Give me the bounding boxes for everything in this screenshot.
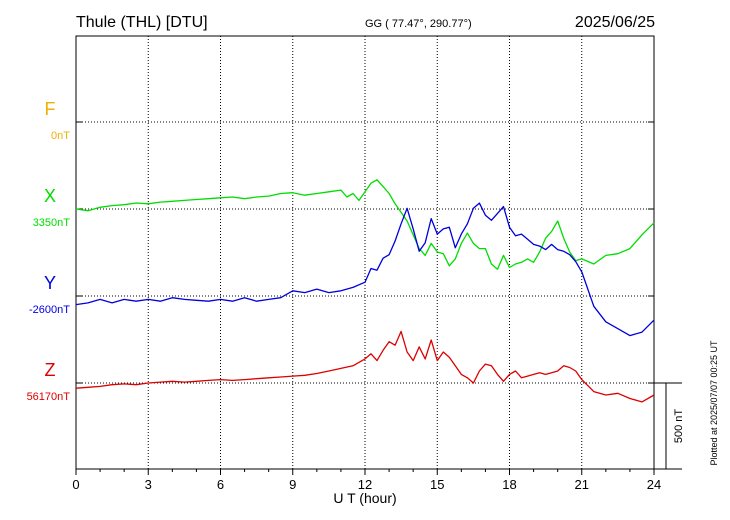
series-name-x: X xyxy=(44,186,56,206)
x-tick-label: 3 xyxy=(145,477,152,492)
series-labels: F 0nT X 3350nT Y -2600nT Z 56170nT xyxy=(27,99,71,403)
x-tick-label: 12 xyxy=(358,477,372,492)
series-baseline-y: -2600nT xyxy=(29,304,70,316)
series-line-y xyxy=(75,202,655,337)
x-tick-label: 6 xyxy=(217,477,224,492)
scale-bar-label: 500 nT xyxy=(673,409,685,444)
series-name-y: Y xyxy=(44,273,56,293)
x-tick-label: 0 xyxy=(72,477,79,492)
series-name-f: F xyxy=(45,99,56,119)
series-baseline-x: 3350nT xyxy=(33,217,71,229)
series-line-x xyxy=(75,179,655,270)
x-tick-label: 24 xyxy=(647,477,661,492)
series-group xyxy=(75,179,655,403)
series-baseline-f: 0nT xyxy=(51,130,70,142)
station-title: Thule (THL) [DTU] xyxy=(76,14,208,31)
series-line-z xyxy=(75,330,655,403)
x-ticks: 0 3 6 9 12 15 18 21 24 xyxy=(72,469,661,492)
x-tick-label: 18 xyxy=(502,477,516,492)
station-coords: GG ( 77.47°, 290.77°) xyxy=(365,18,472,30)
series-baseline-z: 56170nT xyxy=(27,391,71,403)
scale-bar: 500 nT xyxy=(654,382,685,470)
x-tick-label: 9 xyxy=(289,477,296,492)
x-tick-label: 21 xyxy=(575,477,589,492)
series-name-z: Z xyxy=(45,360,56,380)
plotted-note: Plotted at 2025/07/07 00:25 UT xyxy=(709,340,719,466)
grid xyxy=(76,36,654,469)
x-axis-label: U T (hour) xyxy=(333,490,396,506)
x-tick-label: 15 xyxy=(430,477,444,492)
date-label: 2025/06/25 xyxy=(575,14,655,31)
